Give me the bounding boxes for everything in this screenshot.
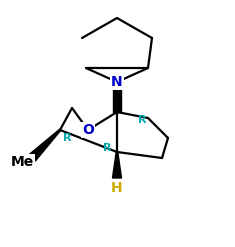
Polygon shape [113,86,121,112]
Text: H: H [111,181,123,195]
Text: Me: Me [10,155,34,169]
Text: O: O [82,123,94,137]
Polygon shape [29,129,61,161]
Polygon shape [113,152,121,178]
Text: R: R [63,133,71,143]
Text: N: N [111,75,123,89]
Text: R: R [103,143,111,153]
Text: R: R [138,115,146,125]
